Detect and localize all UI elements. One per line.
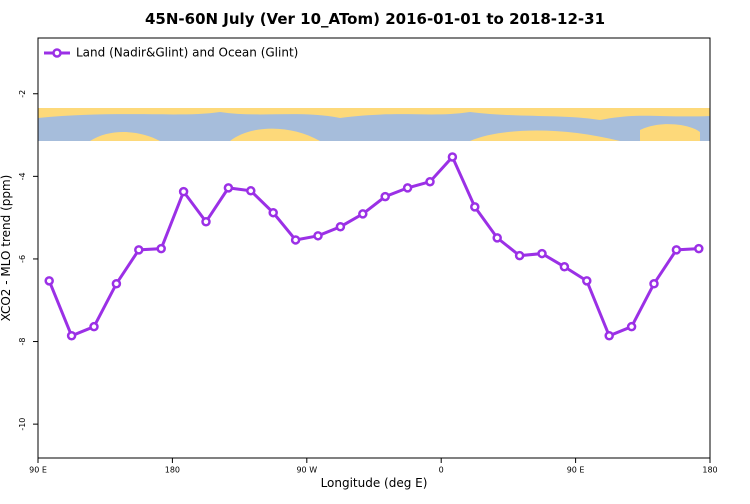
y-axis-label: XCO2 - MLO trend (ppm) xyxy=(0,175,13,322)
data-point xyxy=(694,243,704,254)
data-point xyxy=(559,262,570,272)
data-point xyxy=(671,245,682,255)
data-point xyxy=(604,331,614,341)
legend-marker xyxy=(52,48,62,58)
y-tick-label: -4 xyxy=(18,172,27,180)
x-tick-label: 0 xyxy=(439,466,444,475)
data-point xyxy=(290,235,301,245)
x-tick-label: 90 E xyxy=(29,466,47,475)
data-point xyxy=(178,186,189,197)
chart-title: 45N-60N July (Ver 10_ATom) 2016-01-01 to… xyxy=(145,10,605,28)
x-tick-label: 90 W xyxy=(296,466,317,475)
y-tick-label: -2 xyxy=(18,90,27,98)
x-axis-label: Longitude (deg E) xyxy=(321,476,428,490)
data-point xyxy=(514,250,525,261)
data-point xyxy=(89,321,99,332)
data-point xyxy=(44,276,54,286)
data-point xyxy=(66,331,77,341)
data-point xyxy=(268,207,278,218)
data-point xyxy=(111,278,122,289)
data-point xyxy=(358,209,368,219)
data-point xyxy=(201,217,211,227)
x-tick-label: 180 xyxy=(165,466,180,475)
data-point xyxy=(492,233,502,243)
data-point xyxy=(380,191,390,202)
x-tick-label: 90 E xyxy=(567,466,585,475)
data-point xyxy=(246,186,256,196)
data-point xyxy=(402,183,413,193)
data-point xyxy=(470,202,480,212)
y-tick-label: -6 xyxy=(18,255,27,263)
data-point xyxy=(537,248,547,259)
data-point xyxy=(447,152,458,162)
data-point xyxy=(425,176,435,187)
data-point xyxy=(582,276,592,286)
plot-frame xyxy=(37,37,711,459)
data-point xyxy=(649,278,659,289)
data-point xyxy=(156,243,166,254)
data-point xyxy=(223,183,234,193)
data-point xyxy=(626,321,637,332)
data-line xyxy=(47,154,699,338)
map-strip xyxy=(38,108,710,141)
x-tick-label: 180 xyxy=(702,466,717,475)
legend-label: Land (Nadir&Glint) and Ocean (Glint) xyxy=(76,46,298,60)
data-point xyxy=(335,221,346,232)
y-tick-label: -8 xyxy=(18,338,27,346)
data-point xyxy=(134,245,144,255)
data-point xyxy=(313,231,323,241)
y-tick-label: -10 xyxy=(18,418,27,431)
